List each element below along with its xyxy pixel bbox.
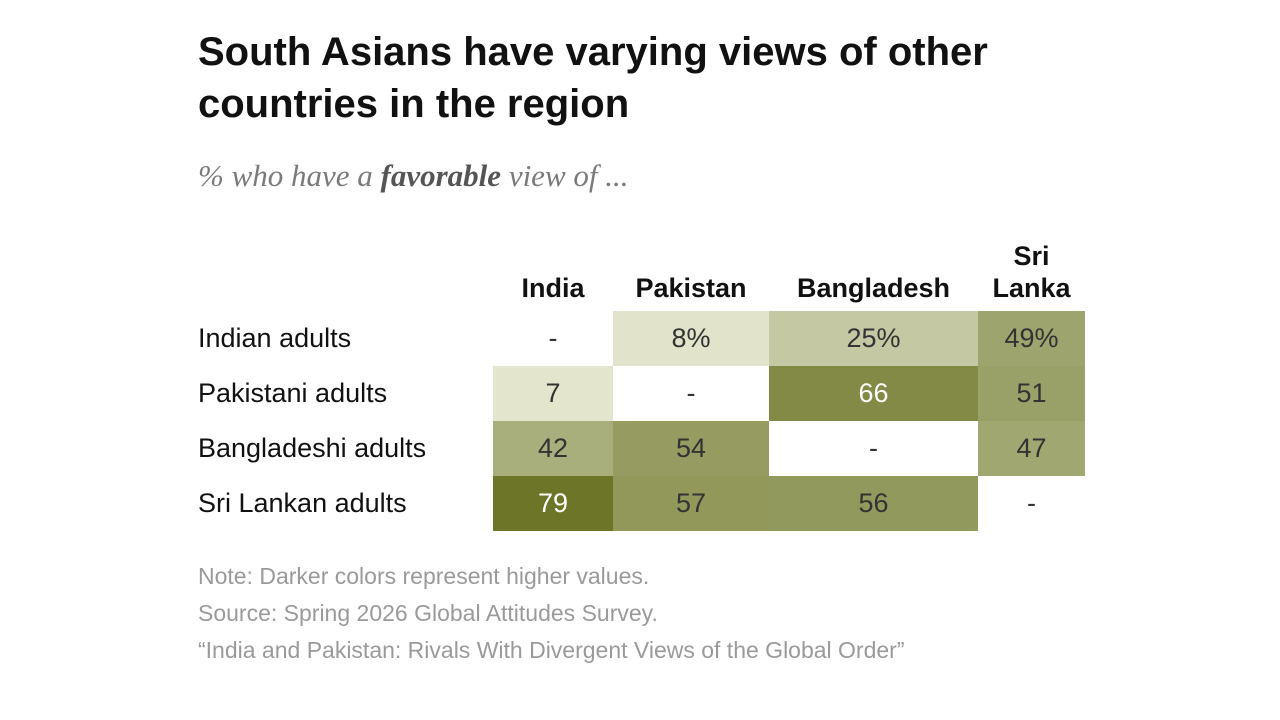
- heatmap-cell-indian-adults-bangladesh: 25%: [769, 311, 978, 366]
- heatmap-cell-indian-adults-pakistan: 8%: [613, 311, 769, 366]
- row-label-sri-lankan-adults: Sri Lankan adults: [198, 488, 407, 518]
- subtitle-emphasis: favorable: [380, 158, 502, 193]
- row-label-pakistani-adults: Pakistani adults: [198, 378, 388, 408]
- heatmap-cell-sri-lankan-adults-bangladesh: 56: [769, 476, 978, 531]
- heatmap-cell-pakistani-adults-bangladesh: 66: [769, 366, 978, 421]
- heatmap-cell-pakistani-adults-pakistan: -: [613, 366, 769, 421]
- column-header-sri-lanka: Sri Lanka: [992, 241, 1071, 303]
- subtitle-suffix: view of ...: [501, 158, 629, 193]
- heatmap-cell-bangladeshi-adults-sri-lanka: 47: [978, 421, 1085, 476]
- heatmap-cell-bangladeshi-adults-bangladesh: -: [769, 421, 978, 476]
- heatmap-cell-indian-adults-sri-lanka: 49%: [978, 311, 1085, 366]
- source-text: Source: Spring 2026 Global Attitudes Sur…: [198, 600, 658, 626]
- heatmap-cell-sri-lankan-adults-sri-lanka: -: [978, 476, 1085, 531]
- column-header-bangladesh: Bangladesh: [796, 273, 951, 303]
- row-label-bangladeshi-adults: Bangladeshi adults: [198, 433, 427, 463]
- heatmap-cell-pakistani-adults-sri-lanka: 51: [978, 366, 1085, 421]
- chart-notes: Note: Darker colors represent higher val…: [198, 558, 1028, 669]
- note-text: Note: Darker colors represent higher val…: [198, 563, 650, 589]
- column-header-india: India: [521, 273, 585, 303]
- heatmap-cell-pakistani-adults-india: 7: [493, 366, 613, 421]
- heatmap-cell-bangladeshi-adults-pakistan: 54: [613, 421, 769, 476]
- heatmap-cell-indian-adults-india: -: [493, 311, 613, 366]
- heatmap-cell-sri-lankan-adults-india: 79: [493, 476, 613, 531]
- heatmap-cell-bangladeshi-adults-india: 42: [493, 421, 613, 476]
- report-title-text: “India and Pakistan: Rivals With Diverge…: [198, 637, 905, 663]
- row-label-indian-adults: Indian adults: [198, 323, 352, 353]
- heatmap-cell-sri-lankan-adults-pakistan: 57: [613, 476, 769, 531]
- chart-title: South Asians have varying views of other…: [198, 30, 988, 126]
- subtitle-prefix: % who have a: [198, 158, 381, 193]
- chart-subtitle: % who have a favorable view of ...: [198, 158, 628, 194]
- column-header-pakistan: Pakistan: [635, 273, 747, 303]
